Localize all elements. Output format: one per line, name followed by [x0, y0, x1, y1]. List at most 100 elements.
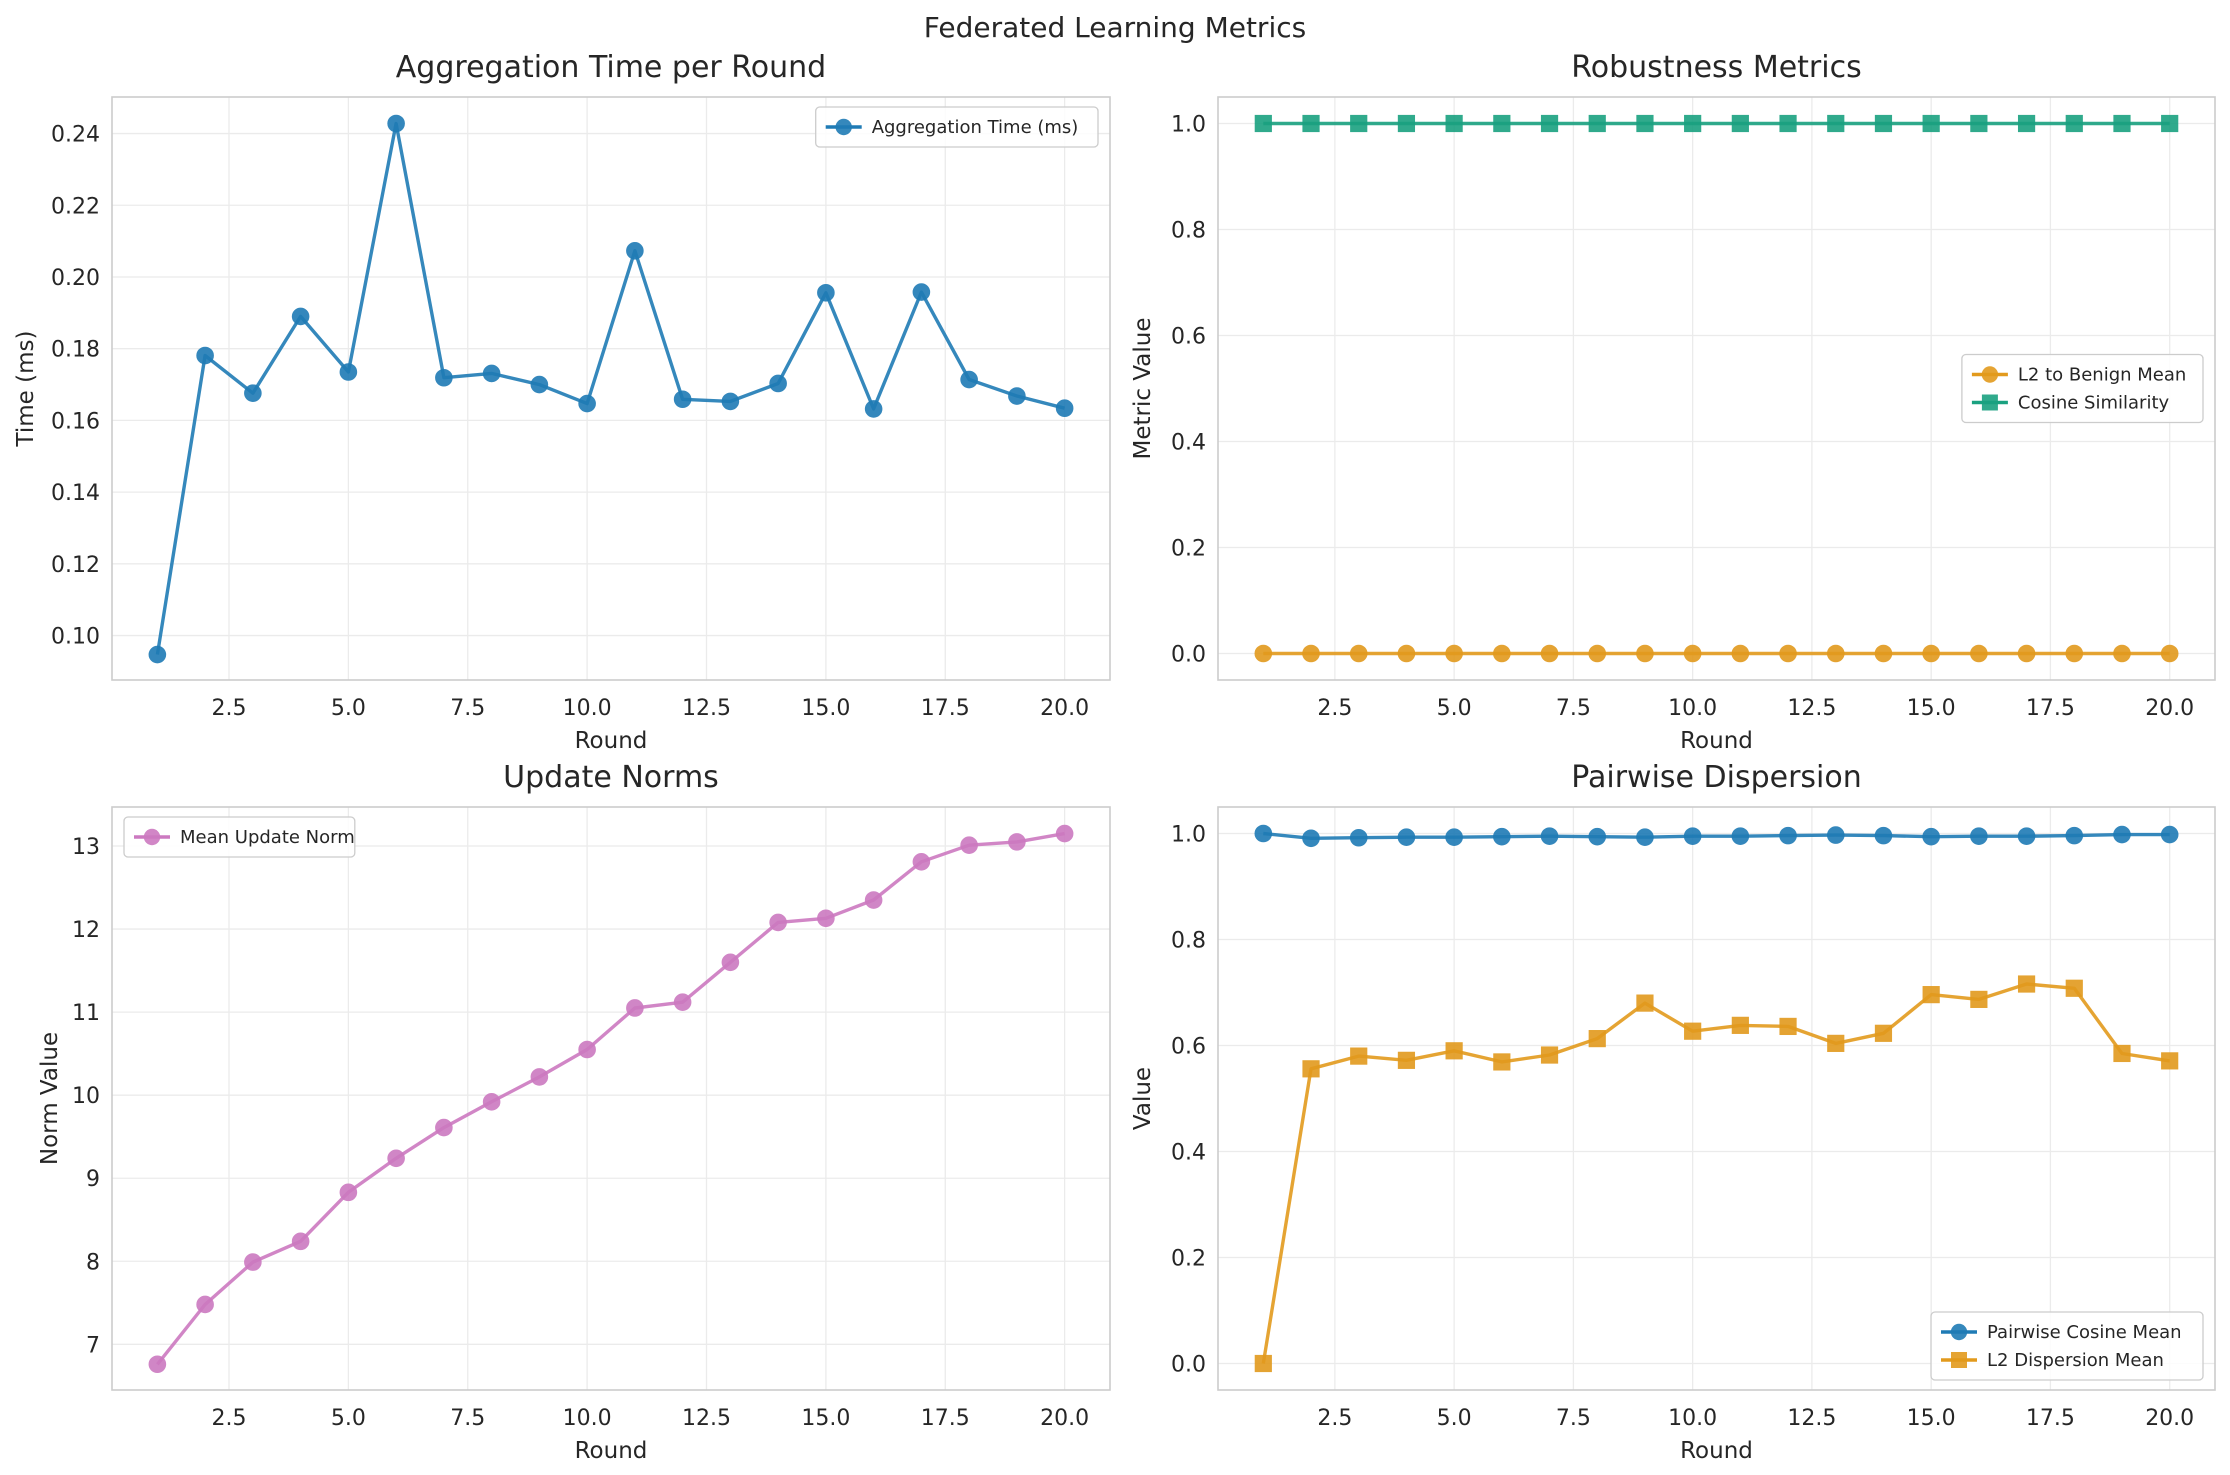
- data-point: [1970, 644, 1988, 663]
- data-point: [1445, 114, 1463, 133]
- legend-marker: [835, 118, 852, 136]
- data-point: [1731, 827, 1750, 845]
- data-point: [769, 913, 787, 932]
- y-tick-label: 0.14: [51, 481, 100, 506]
- y-tick-label: 0.8: [1171, 929, 1206, 954]
- y-tick-label: 0.10: [51, 625, 100, 650]
- data-point: [673, 993, 692, 1011]
- data-point: [387, 1149, 405, 1168]
- legend-label: Aggregation Time (ms): [872, 117, 1079, 138]
- data-point: [1493, 827, 1511, 846]
- x-axis-label: Round: [1680, 1438, 1753, 1464]
- data-point: [626, 999, 644, 1017]
- data-point: [339, 1183, 358, 1202]
- legend-box: [123, 816, 356, 858]
- x-tick-label: 7.5: [450, 1406, 485, 1431]
- data-point: [2113, 114, 2131, 133]
- legend-item: Pairwise Cosine Mean: [1941, 1322, 2182, 1343]
- data-point: [291, 307, 310, 326]
- chart-panel-pairwise-dispersion: 2.5 5.0 7.5 10.0 12.5 15.0 17.5 20.0 0.0 0.2 0.4 0.…: [1130, 760, 2216, 1464]
- data-point: [1350, 1047, 1368, 1065]
- data-point: [1493, 644, 1511, 663]
- x-tick-label: 2.5: [1317, 696, 1352, 721]
- chart-title: Update Norms: [503, 760, 719, 795]
- series-line: [156, 831, 1065, 1366]
- data-point: [1827, 1034, 1845, 1052]
- data-point: [1636, 114, 1654, 133]
- legend-marker: [1951, 1352, 1967, 1368]
- x-tick-label: 15.0: [1907, 1406, 1956, 1431]
- chart-title: Pairwise Dispersion: [1571, 760, 1862, 795]
- data-point: [148, 1355, 167, 1374]
- axes-frame: [1217, 96, 2216, 681]
- y-tick-label: 0.6: [1171, 325, 1206, 350]
- y-tick-label: 13: [72, 835, 100, 860]
- y-axis-label: Value: [1130, 1067, 1156, 1130]
- data-point: [1349, 644, 1368, 663]
- x-tick-label: 17.5: [2026, 1406, 2075, 1431]
- data-point: [1874, 826, 1893, 845]
- data-point: [1055, 824, 1074, 843]
- x-tick-label: 20.0: [2145, 696, 2194, 721]
- x-tick-label: 7.5: [1556, 1406, 1591, 1431]
- chart-panel-robustness: 2.5 5.0 7.5 10.0 12.5 15.0 17.5 20.0 0.0 0.2 0.4 0.…: [1130, 50, 2216, 754]
- data-point: [291, 1232, 310, 1251]
- data-point: [339, 363, 358, 381]
- data-point: [626, 242, 644, 260]
- data-point: [817, 283, 835, 302]
- figure-title: Federated Learning Metrics: [924, 11, 1306, 44]
- data-point: [148, 645, 167, 664]
- data-point: [817, 909, 835, 928]
- x-tick-label: 10.0: [1668, 696, 1717, 721]
- x-tick-label: 5.0: [331, 1406, 366, 1431]
- data-point: [1636, 644, 1654, 663]
- legend-label: Cosine Similarity: [2018, 393, 2170, 414]
- series-l2-to-benign-mean: [1254, 644, 2179, 663]
- data-point: [1445, 644, 1463, 663]
- x-tick-label: 15.0: [1907, 696, 1956, 721]
- x-tick-label: 7.5: [1556, 696, 1591, 721]
- data-point: [482, 364, 501, 383]
- data-point: [1922, 114, 1940, 133]
- y-tick-label: 0.6: [1171, 1035, 1206, 1060]
- data-point: [1874, 114, 1893, 133]
- data-point: [1588, 114, 1606, 133]
- x-tick-label: 2.5: [211, 696, 246, 721]
- series-line: [155, 121, 1066, 655]
- data-point: [1826, 644, 1845, 663]
- y-axis-label: Time (ms): [13, 331, 39, 448]
- data-point: [1588, 1030, 1606, 1048]
- data-point: [1731, 1016, 1749, 1034]
- data-point: [244, 1253, 262, 1271]
- data-point: [1254, 644, 1273, 663]
- x-tick-label: 10.0: [1668, 1406, 1717, 1431]
- plot-area: [112, 97, 1110, 680]
- y-tick-label: 8: [86, 1250, 100, 1275]
- data-point: [1008, 833, 1026, 851]
- legend: Pairwise Cosine Mean L2 Dispersion Mean: [1930, 1311, 2204, 1381]
- legend-label: Mean Update Norm: [180, 827, 355, 848]
- y-axis-label: Metric Value: [1130, 318, 1156, 460]
- data-point: [1779, 114, 1797, 133]
- y-tick-label: 1.0: [1171, 823, 1206, 848]
- plot-area: [1218, 807, 2215, 1390]
- y-tick-label: 0.22: [51, 194, 100, 219]
- data-point: [1445, 828, 1463, 847]
- data-point: [1493, 114, 1511, 133]
- chart-title: Robustness Metrics: [1571, 50, 1861, 85]
- data-point: [1540, 1046, 1559, 1064]
- x-tick-label: 12.5: [682, 696, 731, 721]
- data-point: [960, 370, 978, 389]
- data-point: [2161, 1052, 2179, 1070]
- data-point: [2017, 114, 2036, 133]
- series-l2-dispersion-mean: [1254, 975, 2179, 1373]
- data-point: [1397, 1051, 1416, 1069]
- x-tick-label: 2.5: [1317, 1406, 1352, 1431]
- data-point: [1349, 828, 1368, 847]
- x-tick-label: 17.5: [921, 1406, 970, 1431]
- legend: L2 to Benign Mean Cosine Similarity: [1961, 353, 2204, 424]
- data-point: [2160, 825, 2179, 844]
- data-point: [1397, 828, 1416, 847]
- data-point: [1445, 1042, 1463, 1060]
